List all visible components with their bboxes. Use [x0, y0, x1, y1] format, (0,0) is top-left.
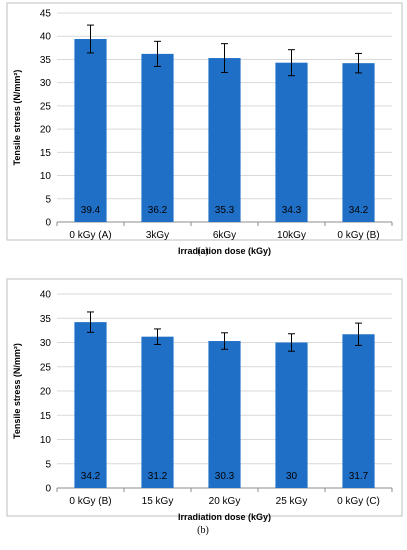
y-tick-label: 30 — [40, 78, 52, 89]
data-label: 30 — [286, 471, 298, 482]
figure-caption: (b) — [197, 525, 209, 536]
bar — [74, 322, 107, 488]
error-bar — [288, 333, 295, 352]
y-tick-label: 20 — [40, 125, 52, 136]
error-bar — [221, 43, 228, 73]
y-tick-label: 30 — [40, 338, 52, 349]
y-tick-label: 40 — [40, 290, 52, 301]
bar — [275, 342, 308, 488]
y-axis-title: Tensile stress (N/mm²) — [12, 343, 22, 439]
y-tick-label: 15 — [40, 148, 52, 159]
data-label: 36.2 — [148, 205, 168, 216]
x-tick-label: 0 kGy (B) — [337, 230, 379, 241]
x-tick-label: 6kGy — [213, 230, 236, 241]
y-tick-label: 35 — [40, 55, 52, 66]
y-tick-label: 40 — [40, 32, 52, 43]
error-bar — [288, 49, 295, 77]
x-tick-label: 25 kGy — [276, 496, 308, 507]
y-tick-label: 5 — [45, 194, 51, 205]
chart-b: 0 5 10 15 20 25 30 35 40 Tensile stress (N/mm²) 34… — [6, 278, 403, 536]
y-tick-label: 25 — [40, 101, 52, 112]
y-tick-label: 20 — [40, 387, 52, 398]
chart-a: 0 5 10 15 20 25 30 35 40 45 Tensile stress (N/mm²)… — [6, 2, 403, 257]
x-tick-label: 0 kGy (A) — [69, 230, 111, 241]
error-bar — [154, 328, 161, 345]
bar — [342, 334, 375, 488]
bar — [74, 39, 107, 223]
data-label: 34.2 — [81, 471, 101, 482]
x-tick-label: 15 kGy — [142, 496, 174, 507]
error-bar — [154, 40, 161, 67]
data-label: 34.3 — [282, 205, 302, 216]
x-axis-title: Irradiation dose (kGy) — [178, 512, 271, 522]
y-tick-label: 45 — [40, 9, 52, 20]
error-bar — [221, 332, 228, 350]
bar — [141, 336, 174, 488]
bar — [342, 63, 375, 222]
y-tick-label: 10 — [40, 435, 52, 446]
x-tick-label: 10kGy — [277, 230, 306, 241]
data-label: 35.3 — [215, 205, 235, 216]
y-tick-label: 0 — [45, 484, 51, 495]
data-label: 30.3 — [215, 471, 235, 482]
x-axis-title: Irradiation dose (kGy) — [178, 246, 271, 256]
x-tick-label: 0 kGy (B) — [69, 496, 111, 507]
x-tick-label: 20 kGy — [209, 496, 241, 507]
figure-caption: (a) — [197, 246, 208, 257]
data-label: 39.4 — [81, 205, 101, 216]
data-label: 31.7 — [349, 471, 369, 482]
bar — [208, 58, 241, 222]
chart-frame — [6, 2, 403, 241]
x-tick-label: 3kGy — [146, 230, 169, 241]
y-tick-label: 35 — [40, 314, 52, 325]
error-bar — [355, 52, 362, 74]
bar — [208, 341, 241, 488]
y-axis-title: Tensile stress (N/mm²) — [12, 70, 22, 166]
error-bar — [87, 24, 94, 54]
y-tick-label: 15 — [40, 411, 52, 422]
x-tick-label: 0 kGy (C) — [337, 496, 380, 507]
y-tick-label: 0 — [45, 218, 51, 229]
bar — [275, 62, 308, 222]
y-tick-label: 5 — [45, 459, 51, 470]
error-bar — [355, 322, 362, 346]
error-bar — [87, 311, 94, 333]
bar — [141, 53, 174, 223]
y-tick-label: 25 — [40, 362, 52, 373]
data-label: 34.2 — [349, 205, 369, 216]
y-tick-label: 10 — [40, 171, 52, 182]
data-label: 31.2 — [148, 471, 168, 482]
